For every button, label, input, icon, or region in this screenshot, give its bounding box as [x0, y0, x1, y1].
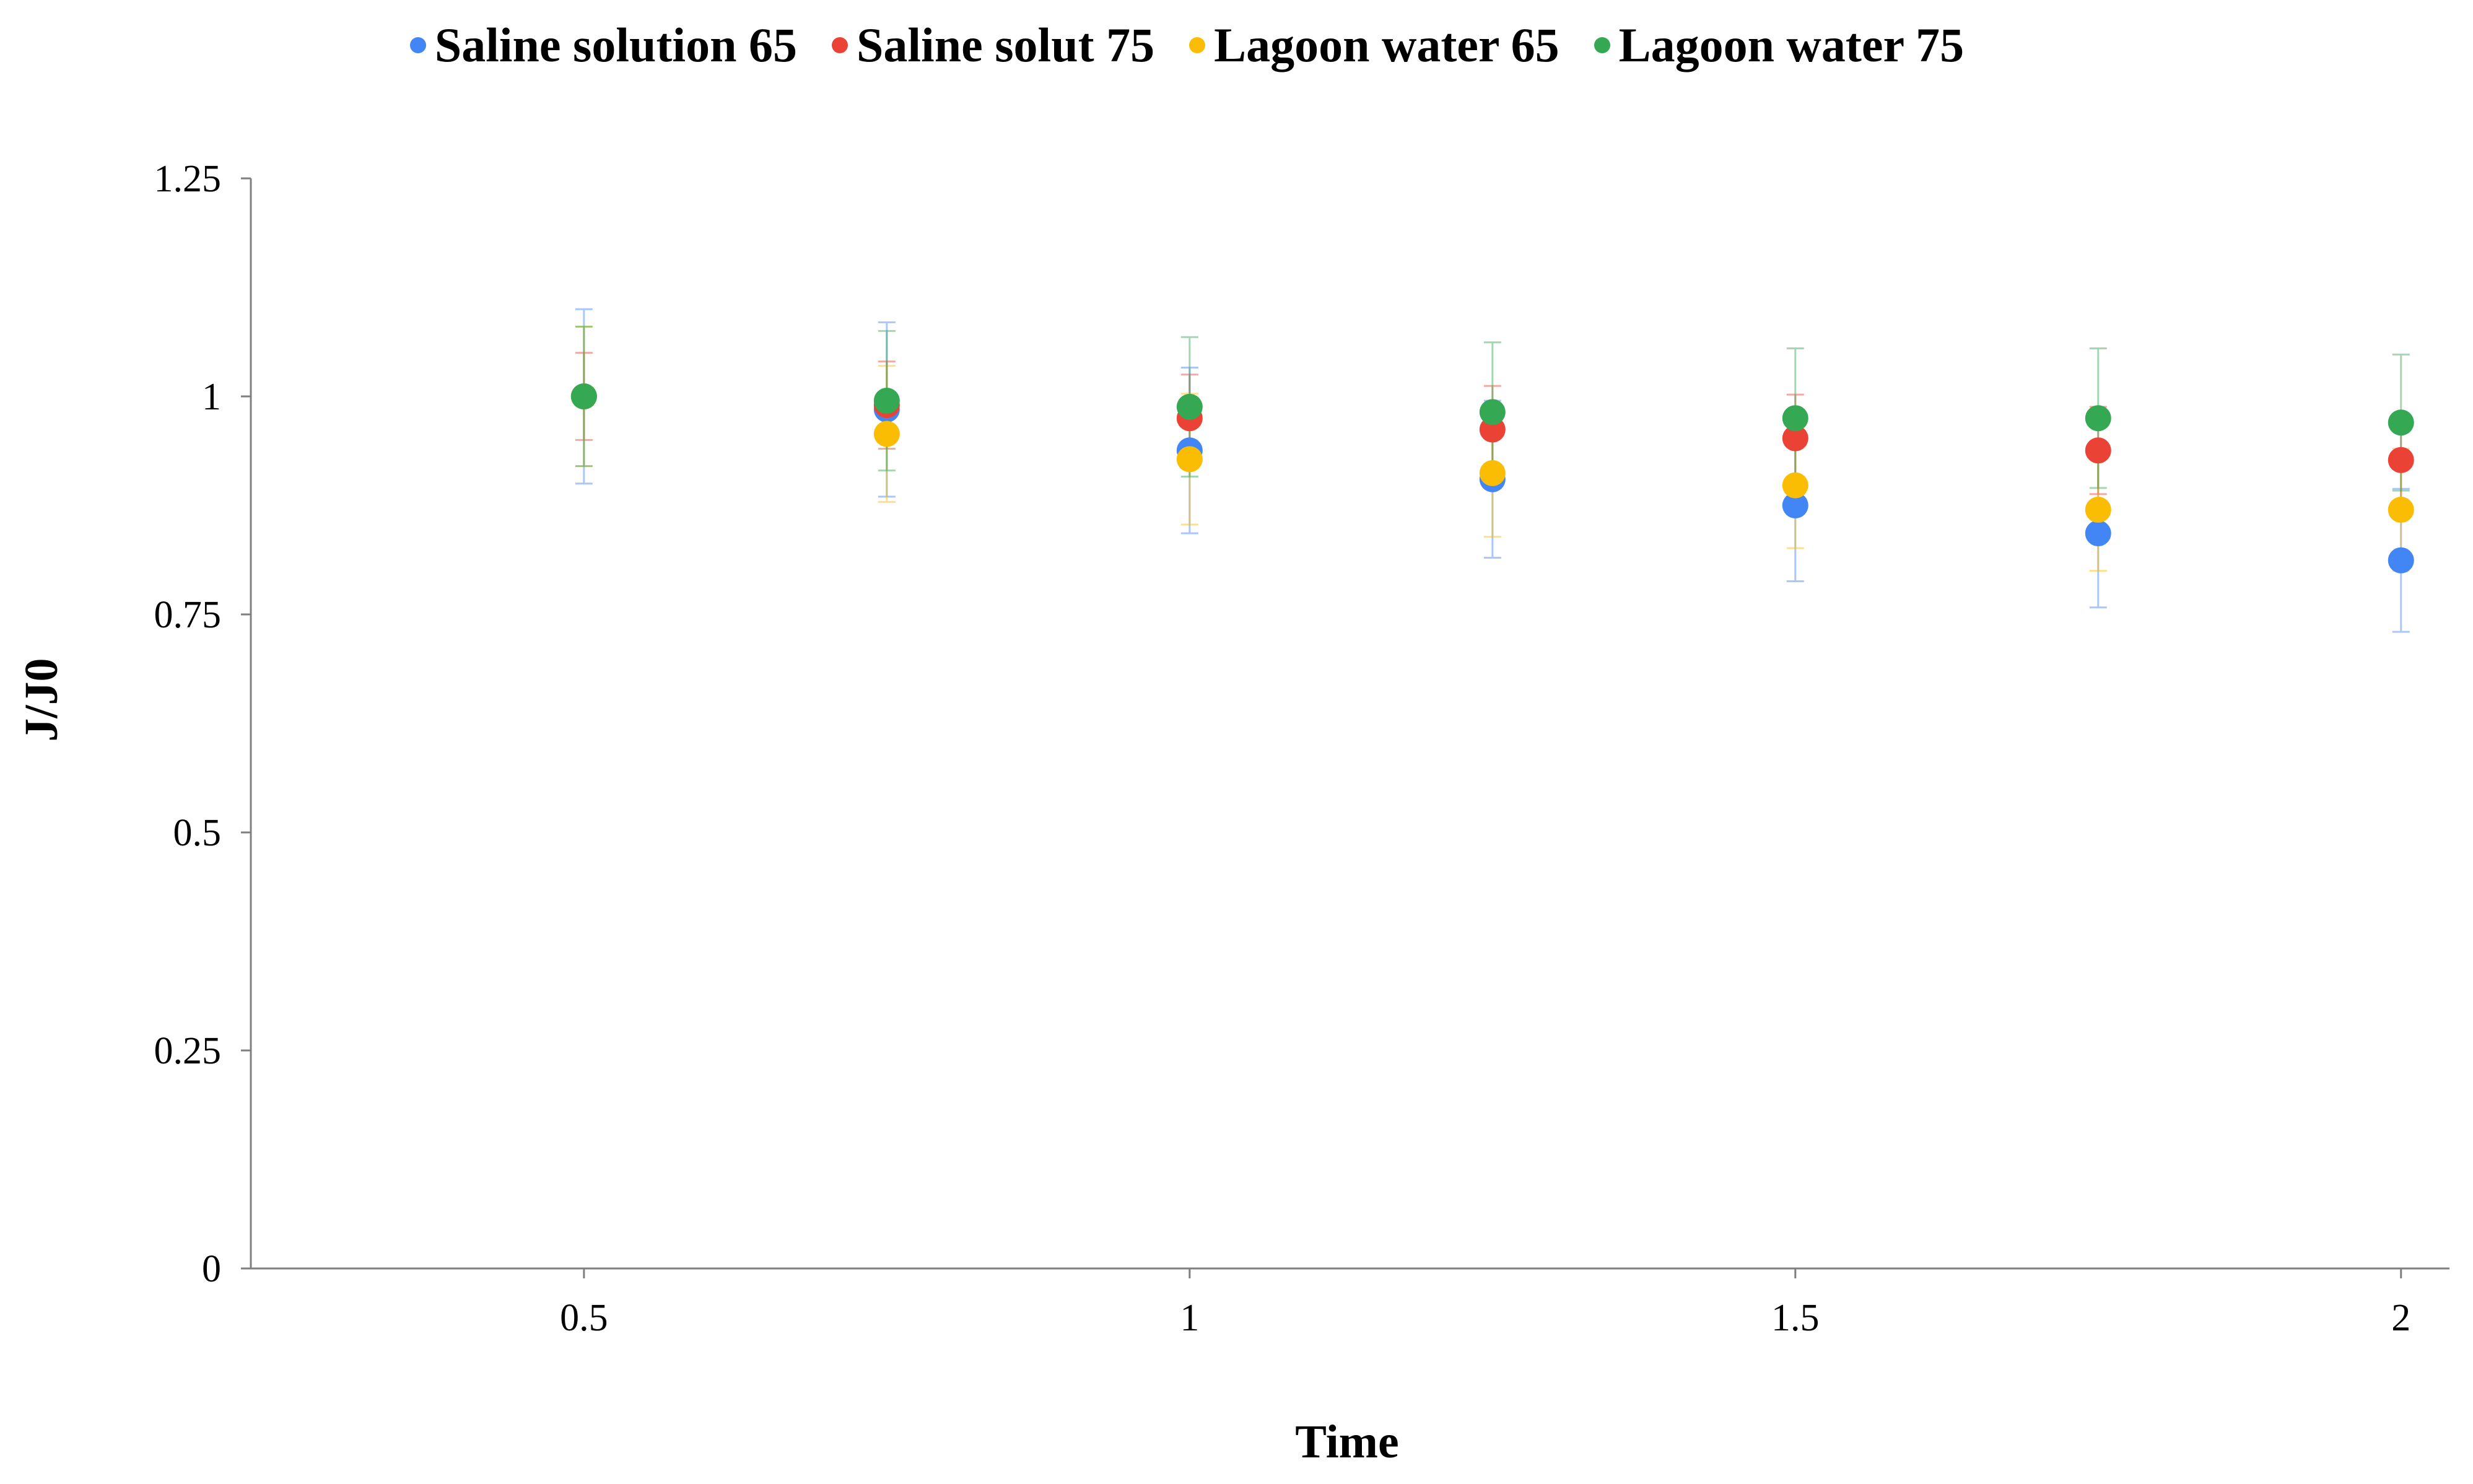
y-axis-title: J/J0 [15, 658, 68, 741]
data-point-saline-solut-75 [2085, 437, 2111, 464]
data-point-lagoon-water-65 [1479, 460, 1506, 486]
legend-swatch-lagoon-water-75 [1594, 37, 1610, 53]
y-tick-label: 1 [202, 376, 221, 418]
axes: 0 0.25 0.5 0.75 1 1.25 0.5 1 1.5 2 [154, 158, 2449, 1339]
data-point-lagoon-water-75 [873, 388, 900, 414]
legend-label-lagoon-water-65: Lagoon water 65 [1214, 18, 1559, 72]
data-point-lagoon-water-65 [1176, 446, 1203, 473]
data-point-saline-solution-65 [2388, 547, 2414, 574]
data-point-saline-solution-65 [2085, 520, 2111, 547]
legend-label-saline-solution-65: Saline solution 65 [434, 18, 797, 72]
data-point-lagoon-water-75 [2388, 409, 2414, 436]
data-point-saline-solut-75 [2388, 447, 2414, 473]
x-tick-label: 2 [2391, 1297, 2410, 1339]
data-point-lagoon-water-75 [1782, 405, 1808, 432]
data-point-lagoon-water-75 [2085, 405, 2111, 432]
y-tick-label: 0.75 [154, 594, 222, 636]
legend-label-saline-solut-75: Saline solut 75 [856, 18, 1155, 72]
data-point-lagoon-water-75 [570, 383, 597, 409]
legend-item-lagoon-water-75: Lagoon water 75 [1594, 17, 1965, 73]
data-point-lagoon-water-75 [1479, 399, 1506, 426]
data-point-lagoon-water-65 [1782, 472, 1808, 499]
y-tick-label: 1.25 [154, 158, 222, 200]
data-point-lagoon-water-75 [1176, 393, 1203, 420]
legend-label-lagoon-water-75: Lagoon water 75 [1618, 18, 1965, 72]
x-tick-label: 0.5 [560, 1297, 608, 1339]
legend-item-saline-solution-65: Saline solution 65 [409, 17, 797, 73]
y-tick-label: 0.5 [173, 812, 222, 854]
legend-swatch-lagoon-water-65 [1189, 37, 1206, 53]
data-point-lagoon-water-65 [873, 421, 900, 447]
x-axis-title: Time [1295, 1416, 1398, 1468]
data-point-saline-solut-75 [1782, 425, 1808, 452]
legend-item-saline-solut-75: Saline solut 75 [831, 17, 1155, 73]
x-tick-label: 1 [1180, 1297, 1199, 1339]
data-point-lagoon-water-65 [2388, 497, 2414, 523]
data-point-saline-solution-65 [1782, 492, 1808, 518]
legend-swatch-saline-solut-75 [831, 37, 848, 53]
y-tick-label: 0 [202, 1248, 221, 1290]
legend-item-lagoon-water-65: Lagoon water 65 [1189, 17, 1559, 73]
y-tick-label: 0.25 [154, 1030, 222, 1072]
data-points [570, 383, 2414, 574]
data-point-lagoon-water-65 [2085, 497, 2111, 523]
x-tick-label: 1.5 [1771, 1297, 1820, 1339]
legend-swatch-saline-solution-65 [409, 37, 426, 53]
legend: Saline solution 65 Saline solut 75 Lagoo… [0, 17, 2473, 73]
